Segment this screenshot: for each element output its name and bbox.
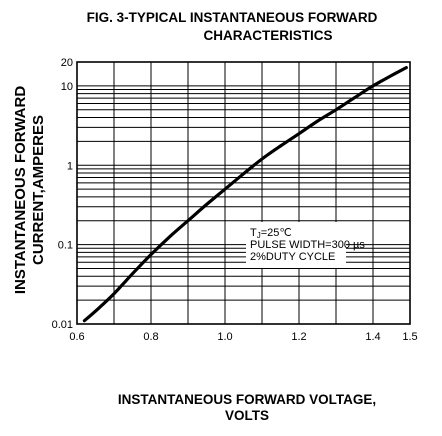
chart-title-line-1: FIG. 3-TYPICAL INSTANTANEOUS FORWARD [87, 10, 378, 25]
annotation-box [246, 222, 346, 268]
x-tick-label: 1.0 [217, 331, 232, 343]
x-axis-label-line-1: INSTANTANEOUS FORWARD VOLTAGE, [118, 392, 376, 407]
tick-labels: 0.6 0.8 1.0 1.2 1.4 1.5 0.01 0.1 1 10 20 [52, 57, 418, 343]
annotation-junction-temp: TJ=25℃ [250, 227, 292, 240]
x-tick-label: 1.5 [402, 331, 417, 343]
x-tick-label: 0.8 [143, 331, 158, 343]
y-tick-label: 0.01 [52, 319, 73, 331]
series [82, 66, 408, 323]
y-tick-label: 0.1 [58, 240, 73, 252]
annotation-duty-cycle: 2%DUTY CYCLE [250, 251, 335, 263]
grid [77, 62, 410, 324]
x-tick-label: 0.6 [69, 331, 84, 343]
y-axis-label-line-2: CURRENT,AMPERES [30, 115, 47, 265]
y-axis-label-line-1: INSTANTANEOUS FORWARD [12, 86, 29, 294]
annotation-pulse-width: PULSE WIDTH=300 µs [250, 239, 365, 251]
y-tick-label: 10 [61, 81, 73, 93]
x-tick-label: 1.2 [291, 331, 306, 343]
y-tick-label: 1 [67, 160, 73, 172]
chart-title-line-2: CHARACTERISTICS [203, 28, 332, 43]
x-axis-label-line-2: VOLTS [225, 408, 269, 423]
series-line [82, 66, 408, 323]
x-tick-label: 1.4 [365, 331, 380, 343]
plot-frame [76, 61, 411, 325]
y-tick-label: 20 [61, 57, 73, 69]
